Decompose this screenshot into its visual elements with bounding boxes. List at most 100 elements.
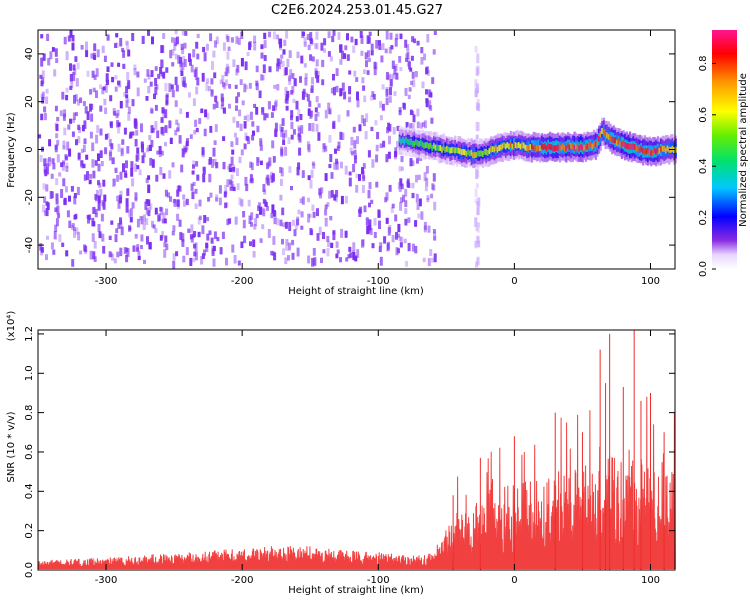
noise-speckle xyxy=(123,92,127,97)
noise-speckle xyxy=(89,103,92,112)
noise-speckle xyxy=(218,185,222,194)
noise-speckle xyxy=(240,149,244,156)
noise-speckle xyxy=(282,132,286,139)
noise-speckle xyxy=(243,115,247,120)
noise-speckle xyxy=(322,249,326,254)
noise-speckle xyxy=(177,55,181,64)
noise-speckle xyxy=(46,33,50,41)
noise-speckle xyxy=(312,248,316,256)
noise-speckle xyxy=(171,37,174,43)
noise-speckle xyxy=(57,213,61,219)
noise-speckle xyxy=(231,149,235,155)
noise-speckle xyxy=(406,178,410,184)
noise-speckle xyxy=(183,83,187,88)
signal-cell xyxy=(468,150,472,157)
noise-speckle xyxy=(98,231,102,239)
noise-speckle xyxy=(160,117,164,123)
noise-speckle xyxy=(233,132,237,138)
noise-speckle xyxy=(46,202,50,210)
signal-cell xyxy=(565,145,568,152)
noise-speckle xyxy=(259,238,263,243)
noise-speckle xyxy=(372,94,376,100)
noise-speckle xyxy=(93,240,97,249)
noise-speckle xyxy=(230,180,234,188)
noise-speckle xyxy=(279,59,282,64)
noise-speckle xyxy=(339,59,343,65)
noise-speckle xyxy=(215,101,219,108)
noise-speckle xyxy=(189,257,193,266)
noise-speckle xyxy=(130,167,134,177)
noise-speckle xyxy=(101,87,105,95)
noise-speckle xyxy=(181,233,185,242)
noise-speckle xyxy=(250,162,254,171)
noise-speckle xyxy=(288,222,292,231)
noise-speckle xyxy=(123,247,127,254)
noise-speckle xyxy=(370,199,374,204)
noise-speckle xyxy=(263,40,267,49)
noise-speckle xyxy=(131,33,135,41)
signal-cell xyxy=(637,146,640,153)
noise-speckle xyxy=(321,59,325,68)
noise-speckle xyxy=(210,78,214,85)
noise-speckle xyxy=(373,66,377,76)
noise-speckle xyxy=(278,37,282,46)
noise-speckle xyxy=(163,242,167,248)
noise-speckle xyxy=(249,111,253,120)
signal-cell xyxy=(629,143,632,150)
noise-speckle xyxy=(400,183,404,190)
signal-cell xyxy=(410,138,413,145)
spectrogram-y-ticks: -40 -20 0 20 40 xyxy=(24,48,675,253)
noise-speckle xyxy=(259,160,263,165)
colorbar-tick-label: 0.0 xyxy=(698,261,709,277)
noise-speckle xyxy=(418,198,422,207)
snr-x-axis-title: Height of straight line (km) xyxy=(288,585,424,596)
noise-speckle xyxy=(239,123,243,131)
noise-speckle xyxy=(146,236,149,245)
noise-speckle xyxy=(378,246,382,253)
noise-speckle xyxy=(114,43,117,48)
noise-speckle xyxy=(137,255,141,261)
noise-speckle xyxy=(94,208,98,215)
signal-cell xyxy=(419,139,423,146)
streak-speckle xyxy=(475,121,479,132)
noise-speckle xyxy=(317,132,321,141)
y-tick-label: 40 xyxy=(24,48,35,61)
noise-speckle xyxy=(340,195,344,205)
noise-speckle xyxy=(279,124,283,131)
noise-speckle xyxy=(198,215,202,220)
noise-speckle xyxy=(253,35,257,44)
signal-cell xyxy=(576,145,579,152)
noise-speckle xyxy=(154,66,158,71)
streak-speckle xyxy=(476,206,480,215)
signal-cell xyxy=(544,143,547,150)
noise-speckle xyxy=(260,206,264,215)
noise-speckle xyxy=(188,92,191,98)
noise-speckle xyxy=(210,89,214,97)
noise-speckle xyxy=(159,67,163,74)
noise-speckle xyxy=(89,250,93,260)
noise-speckle xyxy=(179,108,183,114)
noise-speckle xyxy=(78,127,82,133)
noise-speckle xyxy=(40,93,44,98)
noise-speckle xyxy=(70,186,74,192)
noise-speckle xyxy=(76,186,80,195)
noise-speckle xyxy=(189,134,193,139)
noise-speckle xyxy=(76,62,80,70)
noise-speckle xyxy=(177,123,180,132)
noise-speckle xyxy=(297,209,301,215)
noise-speckle xyxy=(40,247,44,253)
signal-cell xyxy=(642,147,645,154)
noise-speckle xyxy=(45,184,49,192)
noise-speckle xyxy=(146,69,150,77)
signal-cell xyxy=(633,144,637,150)
noise-speckle xyxy=(292,129,296,135)
noise-speckle xyxy=(74,112,78,117)
noise-speckle xyxy=(385,89,389,97)
noise-speckle xyxy=(327,241,331,247)
noise-speckle xyxy=(408,87,412,92)
noise-speckle xyxy=(288,77,292,85)
signal-cell xyxy=(664,147,668,154)
noise-speckle xyxy=(51,158,55,164)
noise-speckle xyxy=(208,230,212,235)
noise-speckle xyxy=(390,45,394,50)
